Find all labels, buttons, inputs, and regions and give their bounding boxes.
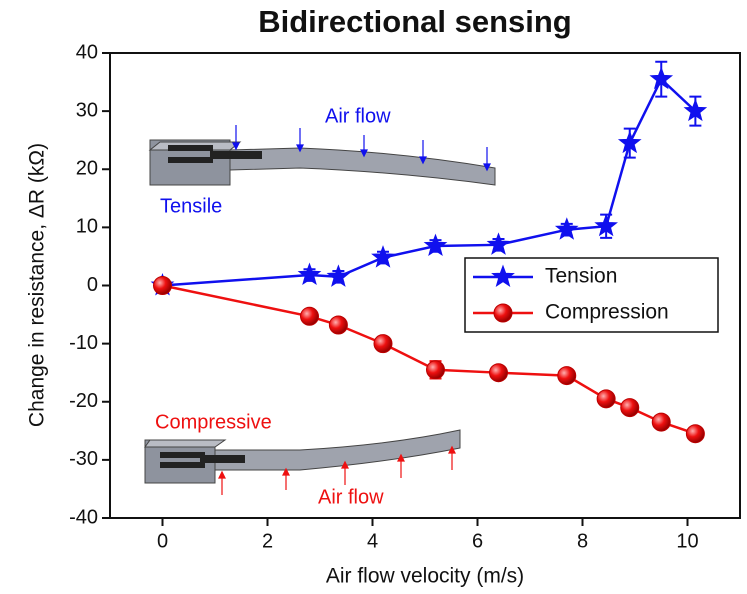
x-tick-label: 8 [577,530,588,552]
y-tick-label: 40 [76,41,98,63]
x-tick-label: 2 [262,530,273,552]
data-point [649,66,674,90]
annotation: Air flow [318,486,384,508]
x-tick-label: 4 [367,530,378,552]
y-tick-label: -30 [69,448,98,470]
legend-label: Compression [545,301,669,324]
annotation: Compressive [155,411,272,433]
x-axis-label: Air flow velocity (m/s) [326,565,524,588]
data-point [423,233,448,257]
data-point [594,213,618,237]
data-point [328,315,348,335]
data-point [486,232,511,255]
data-point [153,276,172,295]
y-axis-label: Change in resistance, ΔR (kΩ) [26,143,49,427]
data-point [297,262,322,286]
data-point [596,389,616,409]
data-point [617,130,642,154]
data-point [683,98,708,122]
y-tick-label: -10 [69,332,98,354]
data-point [426,360,445,380]
data-point [620,398,640,418]
data-point [685,424,705,444]
x-tick-label: 6 [472,530,483,552]
data-point [373,334,393,354]
y-tick-label: 0 [87,274,98,296]
y-tick-label: 10 [76,216,98,238]
x-tick-label: 0 [157,530,168,552]
legend-label: Tension [545,265,617,288]
chart-title: Bidirectional sensing [258,4,572,39]
legend-marker [491,264,515,288]
data-point [489,363,508,383]
data-point [554,217,579,240]
data-point [557,366,577,386]
data-point [371,245,395,268]
y-tick-label: -40 [69,506,98,528]
legend-marker [493,303,513,323]
data-point [651,412,671,432]
tensile-beam-illustration [148,125,496,186]
y-tick-label: 30 [76,99,98,121]
data-point [300,306,319,326]
annotation: Air flow [325,105,391,127]
y-tick-label: 20 [76,158,98,180]
y-tick-label: -20 [69,390,98,412]
compressive-beam-illustration [144,429,461,495]
annotation: Tensile [160,195,222,217]
legend: Tension Compression [464,257,719,333]
x-tick-label: 10 [676,530,698,552]
data-point [326,264,351,287]
